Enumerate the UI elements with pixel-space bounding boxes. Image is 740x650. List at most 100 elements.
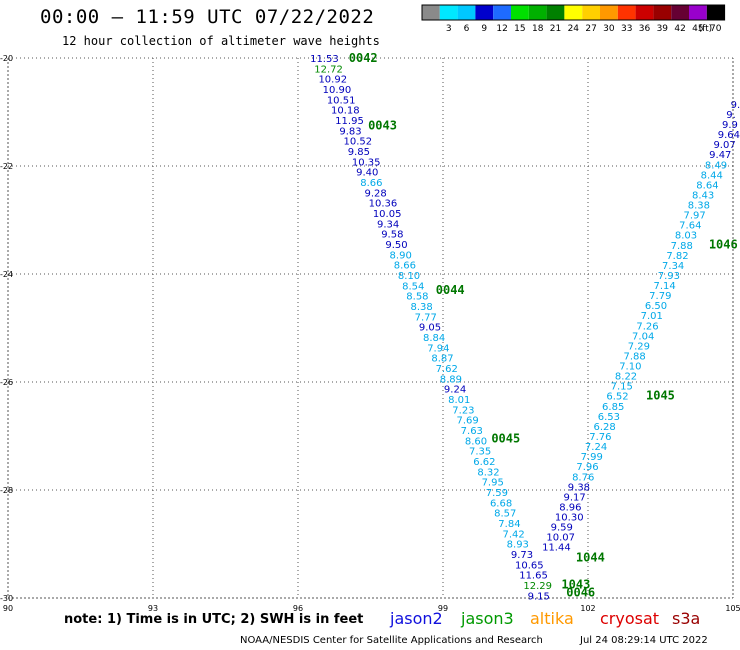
wave-height-label-west-pass: 9.28 [364,188,386,199]
legend-tick-label: 3 [446,24,452,34]
wave-height-label-east-pass: 6.50 [645,301,667,312]
wave-height-label-east-pass: 9. [726,110,736,121]
wave-height-label-east-pass: 7.97 [683,211,705,222]
legend-swatch [564,5,583,20]
wave-height-label-west-pass: 12.29 [523,581,552,592]
pass-time-label: 0044 [436,283,465,297]
legend-swatch [511,5,529,20]
pass-time-label: 0042 [349,51,378,65]
wave-height-label-west-pass: 10.92 [318,75,347,86]
legend-swatch [706,5,725,20]
wave-height-label-west-pass: 8.57 [494,509,516,520]
wave-height-label-west-pass: 8.01 [448,395,470,406]
wave-height-label-east-pass: 7.82 [666,251,688,262]
wave-height-label-west-pass: 8.58 [406,292,428,303]
wave-height-label-west-pass: 9.50 [385,240,407,251]
wave-height-label-west-pass: 9.83 [339,126,361,137]
pass-time-label: 1045 [646,389,675,403]
wave-height-label-west-pass: 9.05 [419,323,441,334]
legend-tick-label: 42 [674,24,685,34]
legend-swatch [528,5,547,20]
wave-height-label-east-pass: 11.44 [542,543,571,554]
legend-tick-label: 12 [496,24,507,34]
legend-tick-label: 9 [481,24,487,34]
satellite-label-jason3: jason3 [461,609,514,628]
legend-tick-label: 18 [532,24,544,34]
wave-height-label-west-pass: 8.38 [410,302,432,313]
wave-height-label-west-pass: 12.72 [314,64,343,75]
wave-height-label-west-pass: 8.60 [465,436,487,447]
wave-height-label-east-pass: 9.07 [713,140,735,151]
wave-height-label-east-pass: 7.99 [581,452,603,463]
wave-height-label-east-pass: 7.26 [636,321,658,332]
lon-tick-label: 90 [3,604,13,613]
legend-tick-label: 21 [550,24,561,34]
wave-height-label-east-pass: 9.17 [564,492,586,503]
satellite-label-cryosat: cryosat [600,609,660,628]
pass-time-label: 0045 [491,432,520,446]
page-title: 00:00 – 11:59 UTC 07/22/2022 [40,6,375,28]
legend-swatch [475,5,494,20]
lon-tick-label: 93 [148,604,158,613]
wave-height-label-east-pass: 8.22 [615,372,637,383]
legend-tick-label: 15 [514,24,525,34]
wave-height-label-west-pass: 8.89 [440,374,462,385]
lon-tick-label: 99 [438,604,448,613]
wave-height-label-west-pass: 8.90 [390,250,412,261]
wave-height-label-east-pass: 8.38 [688,201,710,212]
wave-height-label-east-pass: 7.10 [619,362,641,373]
wave-height-label-west-pass: 9.24 [444,385,466,396]
wave-height-label-east-pass: 7.93 [658,271,680,282]
wave-height-label-east-pass: 9.9 [722,120,738,131]
wave-height-label-west-pass: 8.87 [431,354,453,365]
legend-tick-label: 30 [603,24,615,34]
legend-swatch [493,5,511,20]
wave-height-label-east-pass: 7.04 [632,331,654,342]
wave-height-label-west-pass: 6.62 [473,457,495,468]
wave-height-label-west-pass: 10.36 [369,199,398,210]
wave-height-label-east-pass: 7.29 [628,341,650,352]
lon-tick-label: 105 [725,604,740,613]
legend-frame [421,4,726,21]
legend-swatch [635,5,654,20]
wave-height-label-east-pass: 8.49 [705,160,727,171]
wave-height-label-west-pass: 9.40 [356,168,378,179]
wave-height-label-west-pass: 11.95 [335,116,364,127]
lon-tick-label: 102 [580,604,595,613]
wave-height-label-east-pass: 7.01 [641,311,663,322]
satellite-label-s3a: s3a [672,609,701,628]
wave-height-label-west-pass: 7.42 [502,529,524,540]
legend-tick-label: 6 [464,24,470,34]
legend-tick-label: 33 [621,24,632,34]
satellite-label-jason2: jason2 [390,609,443,628]
lat-tick-label: -20 [0,54,13,63]
wave-height-label-west-pass: 6.68 [490,498,512,509]
wave-height-label-west-pass: 7.95 [482,478,504,489]
wave-height-label-west-pass: 7.23 [452,405,474,416]
wave-height-label-east-pass: 9.59 [551,523,573,534]
credit-line: NOAA/NESDIS Center for Satellite Applica… [240,635,543,646]
legend-tick-label: 27 [585,24,596,34]
legend-swatch [439,5,458,20]
wave-height-label-west-pass: 9.58 [381,230,403,241]
legend-tick-label: 39 [657,24,669,34]
wave-height-label-east-pass: 10.07 [546,533,575,544]
page-subtitle: 12 hour collection of altimeter wave hei… [62,34,380,48]
legend-swatch [689,5,707,20]
wave-height-label-west-pass: 10.18 [331,106,360,117]
legend-unit-label: (ft) [699,24,713,34]
wave-height-label-west-pass: 8.66 [360,178,382,189]
pass-time-label: 1046 [709,237,738,251]
wave-height-label-west-pass: 9.85 [348,147,370,158]
wave-height-label-west-pass: 7.69 [456,416,478,427]
wave-height-label-west-pass: 7.77 [415,312,437,323]
wave-height-label-east-pass: 7.88 [671,241,693,252]
wave-height-label-east-pass: 9.47 [709,150,731,161]
wave-height-label-west-pass: 10.65 [515,560,544,571]
legend-swatch [617,5,636,20]
pass-time-label: 1043 [561,578,590,592]
wave-height-label-west-pass: 10.51 [327,95,356,106]
legend-swatch [600,5,618,20]
wave-height-label-east-pass: 7.14 [653,281,675,292]
wave-height-label-east-pass: 6.52 [606,392,628,403]
